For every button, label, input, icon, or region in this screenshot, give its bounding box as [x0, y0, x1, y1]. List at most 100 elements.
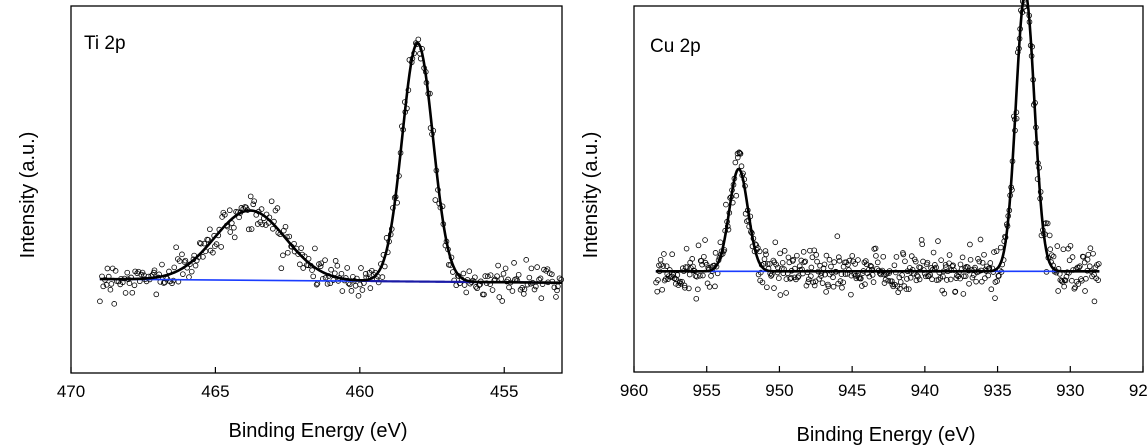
data-point [944, 277, 950, 283]
data-point [1047, 246, 1054, 252]
data-point [831, 259, 837, 265]
data-point [517, 286, 524, 293]
x-tick-label: 955 [693, 381, 721, 400]
plot-frame [70, 5, 563, 374]
data-point [947, 276, 954, 283]
data-point [1055, 288, 1061, 294]
data-point [855, 257, 861, 263]
data-point [821, 261, 828, 268]
data-point [97, 298, 103, 305]
data-point [521, 286, 528, 293]
data-point [775, 264, 781, 271]
data-point [131, 282, 138, 289]
data-point [679, 265, 686, 272]
data-point [946, 252, 953, 258]
data-point [126, 280, 133, 287]
data-point [732, 159, 739, 166]
data-point [1087, 245, 1094, 251]
data-point [762, 248, 769, 254]
x-tick-label: 455 [490, 382, 518, 401]
data-point [1085, 251, 1092, 258]
data-point [840, 279, 847, 286]
plot-area [653, 0, 1102, 305]
data-point [870, 279, 877, 285]
data-point [976, 258, 983, 265]
data-point [268, 198, 275, 205]
data-point [773, 261, 779, 268]
data-point [932, 262, 938, 268]
data-point [890, 283, 897, 290]
data-point [355, 293, 362, 299]
data-point [852, 261, 858, 267]
data-point [482, 273, 489, 279]
data-point [885, 277, 892, 284]
data-point [534, 264, 540, 270]
data-point [772, 239, 779, 246]
data-point [811, 247, 818, 254]
data-point [811, 282, 818, 289]
data-point [880, 253, 887, 260]
data-point [487, 272, 494, 278]
data-point [733, 192, 740, 199]
data-point [1049, 252, 1055, 258]
data-point [941, 290, 948, 297]
data-point [967, 241, 973, 248]
data-point [866, 273, 873, 280]
x-axis-label: Binding Energy (eV) [229, 420, 408, 442]
data-point [701, 253, 707, 260]
data-point [298, 245, 304, 251]
data-point [180, 271, 186, 277]
data-point [904, 276, 910, 282]
data-point [1054, 243, 1061, 249]
data-point [164, 275, 171, 282]
data-point [415, 36, 422, 43]
data-point [682, 264, 689, 270]
data-point [555, 283, 561, 290]
data-point [973, 278, 979, 285]
data-point [788, 275, 794, 281]
data-point [207, 226, 213, 233]
data-point [502, 265, 509, 272]
x-tick-label: 930 [1056, 381, 1084, 400]
data-point [807, 247, 813, 254]
data-point [533, 283, 539, 290]
data-point [1090, 250, 1096, 257]
data-point [313, 281, 320, 288]
data-point [432, 197, 439, 203]
data-point [900, 251, 907, 258]
data-point [712, 250, 719, 256]
data-point [496, 294, 503, 300]
data-point [874, 259, 881, 266]
data-point [346, 281, 353, 288]
data-point [359, 287, 366, 293]
data-point [661, 277, 668, 284]
data-point [251, 198, 257, 204]
data-point [929, 276, 935, 283]
data-point [683, 245, 690, 252]
data-point [669, 251, 675, 258]
x-axis-label: Binding Energy (eV) [797, 424, 976, 446]
data-point [334, 263, 341, 269]
data-point [1061, 283, 1067, 290]
data-point [285, 249, 291, 256]
data-point [919, 241, 926, 248]
data-point [692, 273, 699, 279]
data-point [697, 273, 703, 279]
data-point [186, 274, 192, 280]
data-point [823, 252, 830, 259]
data-point [379, 274, 386, 280]
data-point [549, 271, 555, 278]
data-point [848, 272, 855, 279]
y-axis-label: Intensity (a.u.) [17, 132, 39, 259]
data-point [173, 244, 179, 251]
data-point [764, 284, 770, 291]
data-point [659, 286, 665, 293]
data-point [280, 252, 286, 259]
data-point [318, 260, 325, 267]
data-point [915, 273, 921, 280]
data-point [528, 265, 535, 272]
data-point [863, 258, 869, 264]
data-point [679, 278, 685, 285]
data-point [270, 226, 276, 232]
data-point [825, 283, 832, 290]
